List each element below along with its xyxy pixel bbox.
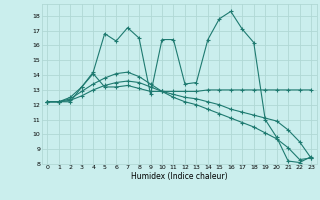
X-axis label: Humidex (Indice chaleur): Humidex (Indice chaleur): [131, 172, 228, 181]
